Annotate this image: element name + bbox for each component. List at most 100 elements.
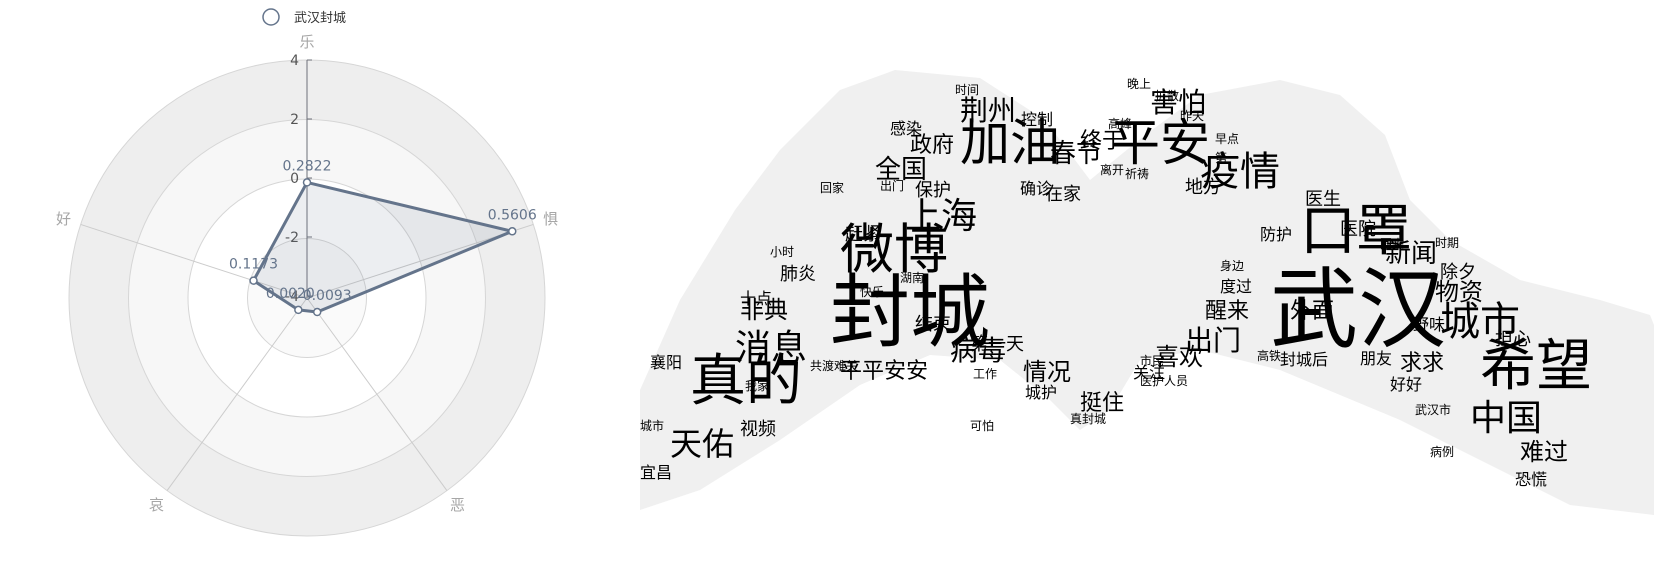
word-cloud-word: 武汉 <box>1270 258 1446 361</box>
word-cloud-word: 喜欢 <box>1155 343 1203 371</box>
word-cloud-word: 可怕 <box>970 418 994 433</box>
word-cloud-word: 医生 <box>1305 189 1341 210</box>
word-cloud-word: 度过 <box>1220 277 1252 296</box>
word-cloud-word: 第一 <box>1215 151 1239 165</box>
word-cloud-word: 控制 <box>1021 110 1053 129</box>
word-cloud-word: 视频 <box>740 419 776 440</box>
word-cloud-word: 我家 <box>745 378 769 393</box>
word-cloud-word: 宜昌 <box>640 463 672 482</box>
radar-data-point[interactable] <box>294 305 303 315</box>
word-cloud-word: 消息 <box>735 328 807 369</box>
radar-value-label: 0.2822 <box>283 158 332 174</box>
word-cloud-word: 难过 <box>1520 438 1568 466</box>
radar-indicators: 乐惧恶 哀 好 <box>56 33 558 514</box>
hands-heart-shape <box>640 70 1654 515</box>
word-cloud-word: 十点 <box>740 289 772 308</box>
word-cloud-word: 疫情 <box>1200 149 1280 195</box>
radar-indicator-label: 惧 <box>543 210 558 228</box>
word-cloud-word: 真的 <box>690 349 802 414</box>
word-cloud-word: 春节 <box>1050 139 1102 169</box>
radar-value-label: 0.1173 <box>229 257 278 273</box>
word-cloud-word: 求求 <box>1400 351 1444 376</box>
word-cloud-word: 上海 <box>905 196 977 237</box>
radar-indicator-label: 好 <box>56 210 71 228</box>
radius-tick-label: -4 <box>285 289 299 305</box>
word-cloud-word: 高铁 <box>1257 348 1281 363</box>
word-cloud-word: 工作 <box>973 367 997 381</box>
radar-indicator-label: 恶 <box>450 496 465 514</box>
word-cloud-word: 醒来 <box>1205 299 1249 324</box>
radar-value-label: 0.0020 <box>266 286 315 302</box>
radar-series-area <box>252 180 514 314</box>
radius-tick-label: 2 <box>290 112 299 128</box>
word-cloud-word: 微博 <box>840 218 948 281</box>
word-cloud-word: 除夕 <box>1440 262 1476 283</box>
word-cloud-word: 病毒 <box>950 334 1006 367</box>
word-cloud-word: 好好 <box>1390 375 1422 394</box>
legend-marker-icon[interactable] <box>262 8 280 26</box>
radar-value-label: 0.0093 <box>303 288 352 304</box>
word-cloud-word: 医院 <box>1340 219 1376 240</box>
word-cloud-word: 武汉市 <box>1415 402 1451 417</box>
word-cloud-word: 共渡难关 <box>810 358 858 373</box>
word-cloud-word: 出门 <box>880 178 904 193</box>
word-cloud-word: 昨天 <box>1180 109 1204 123</box>
word-cloud-word: 非典 <box>740 296 788 324</box>
legend[interactable]: 武汉封城 <box>262 8 346 26</box>
word-cloud-word: 情况 <box>1023 358 1071 386</box>
word-cloud-word: 快乐 <box>860 285 884 299</box>
word-cloud-word: 时间 <box>955 83 979 97</box>
legend-item-label[interactable]: 武汉封城 <box>294 11 346 26</box>
word-cloud-word: 外面 <box>1290 299 1334 324</box>
word-cloud-word: 晚上 <box>1127 77 1151 91</box>
radar-axis-spoke <box>166 297 308 491</box>
word-cloud-word: 出门 <box>1185 324 1241 357</box>
word-cloud-word: 朋友 <box>1360 349 1392 368</box>
word-cloud-word: 襄阳 <box>650 353 682 372</box>
word-cloud-word: 关注 <box>1133 363 1165 382</box>
radar-data-point[interactable] <box>249 276 258 285</box>
word-cloud-word: 物资 <box>1435 278 1483 306</box>
word-cloud-word: 确诊 <box>1020 179 1052 198</box>
word-cloud-word: 终于 <box>1080 129 1124 154</box>
word-cloud-word: 结束 <box>915 314 951 335</box>
word-cloud-word: 害怕 <box>1150 86 1206 119</box>
word-cloud-word: 肺炎 <box>780 264 816 285</box>
word-cloud-word: 地方 <box>1185 177 1221 198</box>
radar-indicator-label: 哀 <box>149 496 164 514</box>
word-cloud-word: 城市 <box>640 418 664 433</box>
radar-axis-spoke <box>306 297 448 491</box>
word-cloud-word: 挺住 <box>1080 391 1124 416</box>
word-cloud-word: 身边 <box>1220 258 1244 273</box>
word-cloud-word: 保护 <box>915 180 951 201</box>
radar-data-point[interactable] <box>312 307 322 317</box>
word-cloud-word: 中国 <box>1470 398 1542 439</box>
word-cloud-word: 医护人员 <box>1140 374 1188 388</box>
word-cloud-word: 平平安安 <box>840 359 928 384</box>
radar-axis-spoke <box>80 223 308 299</box>
radar-data-point[interactable] <box>508 227 517 236</box>
word-cloud-word: 城市 <box>1440 299 1520 345</box>
word-cloud-word: 祈祷 <box>1125 166 1149 181</box>
word-cloud-word: 第一天 <box>970 334 1024 355</box>
word-cloud-word: 回家 <box>820 180 844 195</box>
word-cloud-word: 防护 <box>1260 225 1292 244</box>
radar-data-point[interactable] <box>302 178 312 187</box>
word-cloud-word: 在家 <box>1045 184 1081 205</box>
word-cloud-word: 湖南 <box>900 270 924 285</box>
word-cloud-word: 赶紧 <box>845 224 881 245</box>
word-cloud-word: 天佑 <box>670 425 734 463</box>
word-cloud-word: 真封城 <box>1070 412 1106 426</box>
word-cloud-word: 城护 <box>1025 383 1057 402</box>
word-cloud-word: 平安 <box>1110 114 1210 172</box>
word-cloud-word: 扩散 <box>1155 88 1179 103</box>
word-cloud-word: 野味 <box>1413 315 1445 334</box>
word-cloud-word: 政府 <box>910 133 954 158</box>
word-cloud-word: 口罩 <box>1300 199 1412 264</box>
word-cloud-word: 离开 <box>1100 162 1124 177</box>
radar-value-label: 0.5606 <box>488 207 537 223</box>
